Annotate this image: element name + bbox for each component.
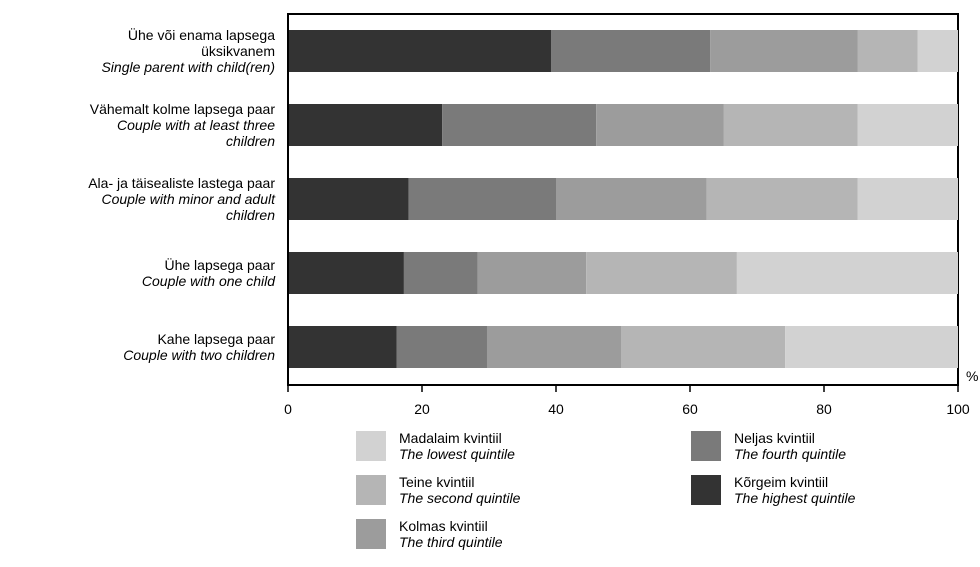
legend-item: Neljas kvintiil The fourth quintile	[691, 430, 846, 462]
legend-label-et: Neljas kvintiil	[734, 430, 815, 446]
category-label-et: Kahe lapsega paar	[157, 331, 275, 347]
x-tick-label: 60	[682, 401, 698, 417]
bar-segment	[396, 326, 487, 368]
category-label-en: Couple with at least three	[117, 117, 275, 133]
bar-segment	[477, 252, 587, 294]
bar-segment	[857, 104, 958, 146]
category-label-et: Ühe või enama lapsega	[128, 26, 275, 43]
bar-segment	[288, 252, 404, 294]
legend-item: Kõrgeim kvintiil The highest quintile	[691, 474, 855, 506]
bar-segment	[596, 104, 724, 146]
legend-label-et: Madalaim kvintiil	[399, 430, 502, 446]
bar-segment	[403, 252, 478, 294]
bar-segment	[556, 178, 707, 220]
legend-item: Teine kvintiil The second quintile	[356, 474, 520, 506]
bar-segment	[736, 252, 958, 294]
bar-segment	[723, 104, 858, 146]
legend-swatch	[691, 475, 721, 505]
legend-label-et: Teine kvintiil	[399, 474, 475, 490]
legend-label-en: The highest quintile	[734, 490, 856, 506]
legend-label-en: The second quintile	[399, 490, 521, 506]
x-tick-label: 40	[548, 401, 564, 417]
x-unit-label: %	[966, 368, 978, 384]
legend-label-en: The third quintile	[399, 534, 503, 550]
legend-swatch	[356, 475, 386, 505]
category-label-et: Ühe lapsega paar	[164, 256, 275, 273]
legend: Kõrgeim kvintiil The highest quintile Nelj…	[356, 430, 956, 567]
x-tick-label: 80	[816, 401, 832, 417]
legend-item: Madalaim kvintiil The lowest quintile	[356, 430, 515, 462]
stacked-bar-chart: 0 20 40 60 80 100% Ühe või enama lapsegaüksikv…	[88, 13, 978, 417]
legend-label-et: Kolmas kvintiil	[399, 518, 488, 534]
bar-segment	[288, 326, 397, 368]
legend-label-et: Kõrgeim kvintiil	[734, 474, 829, 490]
bar-segment	[586, 252, 737, 294]
bar-segment	[785, 326, 958, 368]
category-label-en: Couple with one child	[142, 273, 276, 289]
category-label-et: üksikvanem	[201, 43, 275, 59]
bar-segment	[486, 326, 621, 368]
category-label-et: Vähemalt kolme lapsega paar	[90, 101, 276, 117]
bar-segment	[706, 178, 858, 220]
x-tick-label: 20	[414, 401, 430, 417]
bar-segment	[620, 326, 786, 368]
legend-swatch	[356, 519, 386, 549]
legend-swatch	[356, 431, 386, 461]
x-tick-label: 100	[946, 401, 970, 417]
category-label-en: Couple with two children	[123, 347, 275, 363]
bar-segment	[710, 30, 858, 72]
category-label-en: children	[226, 207, 275, 223]
x-tick-label: 0	[284, 401, 292, 417]
legend-item: Kolmas kvintiil The third quintile	[356, 518, 503, 550]
bar-segment	[917, 30, 958, 72]
bar-segment	[288, 104, 443, 146]
legend-label-en: The lowest quintile	[399, 446, 515, 462]
category-label-et: Ala- ja täisealiste lastega paar	[88, 175, 275, 191]
bar-segment	[857, 30, 918, 72]
category-label-en: children	[226, 133, 275, 149]
bar-segment	[288, 178, 409, 220]
legend-label-en: The fourth quintile	[734, 446, 847, 462]
bar-segment	[442, 104, 597, 146]
category-label-en: Couple with minor and adult	[101, 191, 276, 207]
bar-segment	[551, 30, 711, 72]
category-label-en: Single parent with child(ren)	[101, 59, 275, 75]
legend-swatch	[691, 431, 721, 461]
bar-segment	[408, 178, 556, 220]
bar-segment	[857, 178, 958, 220]
bar-segment	[288, 30, 552, 72]
